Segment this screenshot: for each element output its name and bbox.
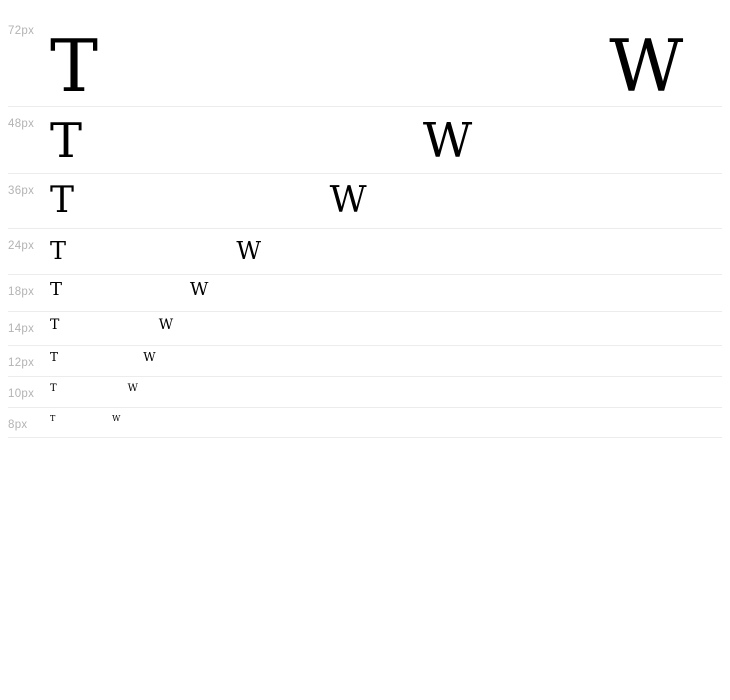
- specimen-letter-t: T: [50, 317, 60, 333]
- specimen-letter-w: W: [158, 317, 174, 333]
- specimen-letter-w: W: [189, 279, 209, 300]
- font-size-label: 8px: [8, 419, 28, 431]
- specimen-gap: [59, 328, 158, 329]
- font-size-label: 10px: [8, 388, 35, 400]
- font-size-label: 12px: [8, 357, 35, 369]
- specimen-letter-t: T: [50, 279, 63, 300]
- specimen-gap: [55, 420, 112, 421]
- font-size-label: 36px: [8, 185, 35, 197]
- specimen-gap: [58, 360, 143, 361]
- specimen-gap: [98, 90, 609, 91]
- font-size-label: 24px: [8, 240, 35, 252]
- specimen-gap: [57, 390, 128, 391]
- specimen-gap: [74, 211, 330, 212]
- specimen-letter-w: W: [143, 350, 156, 364]
- font-size-label: 72px: [8, 25, 35, 37]
- specimen-letter-t: T: [50, 350, 59, 364]
- font-size-label: 18px: [8, 286, 35, 298]
- specimen-letter-w: W: [422, 113, 473, 169]
- specimen-letter-w: W: [609, 24, 684, 108]
- specimen-gap: [82, 156, 423, 157]
- specimen-letter-t: T: [50, 24, 99, 108]
- specimen-gap: [66, 258, 236, 259]
- font-size-label: 48px: [8, 118, 35, 130]
- specimen-letter-w: W: [127, 383, 138, 394]
- font-size-label: 14px: [8, 323, 35, 335]
- specimen-letter-w: W: [112, 414, 121, 423]
- specimen-letter-t: T: [50, 383, 57, 394]
- specimen-letter-t: T: [50, 414, 56, 423]
- specimen-letter-t: T: [50, 237, 67, 265]
- specimen-letter-t: T: [50, 180, 75, 221]
- specimen-letter-t: T: [50, 113, 83, 169]
- specimen-letter-w: W: [329, 180, 367, 221]
- specimen-gap: [62, 294, 190, 295]
- specimen-letter-w: W: [236, 237, 262, 265]
